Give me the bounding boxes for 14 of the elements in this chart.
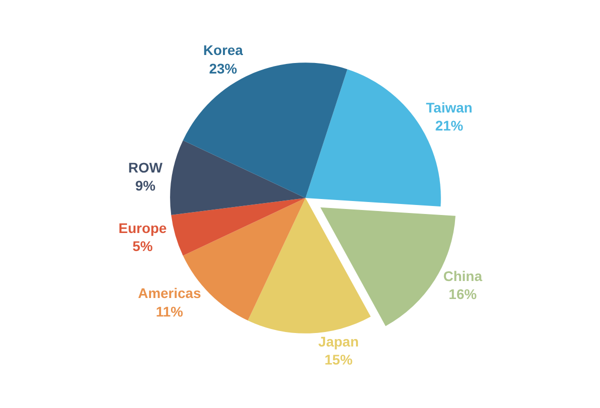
data-label: 15% [324,352,354,368]
slice-label: Korea [203,42,244,58]
slice-label: Taiwan [426,99,472,116]
slice-label: Japan [318,333,359,350]
slice-label: Europe [118,220,167,236]
data-label: 9% [135,178,156,194]
data-label: 11% [156,303,184,320]
slice-label: ROW [128,159,164,176]
data-label: 16% [448,286,478,302]
slice-label: Americas [138,285,202,302]
data-label: 21% [435,118,464,134]
data-label: 23% [209,60,238,76]
slice-label: China [443,268,482,284]
data-label: 5% [132,238,154,254]
